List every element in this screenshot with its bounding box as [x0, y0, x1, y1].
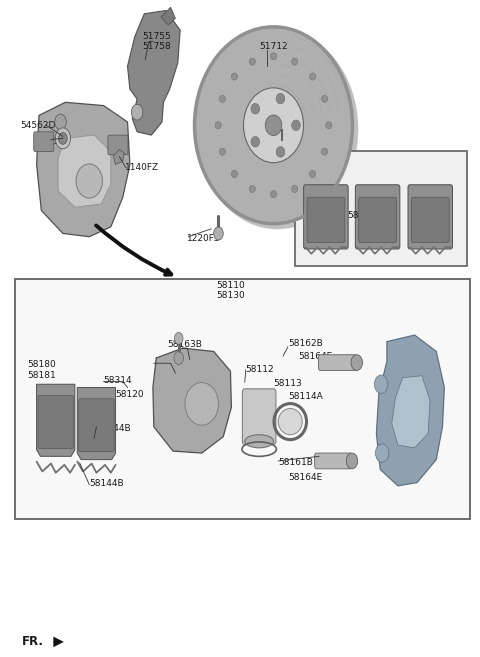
- FancyBboxPatch shape: [38, 396, 73, 449]
- Text: 58114A: 58114A: [288, 392, 323, 401]
- Ellipse shape: [231, 170, 238, 177]
- Ellipse shape: [243, 88, 303, 163]
- Circle shape: [174, 332, 183, 344]
- Text: 58125: 58125: [154, 357, 182, 366]
- FancyBboxPatch shape: [34, 132, 54, 152]
- Ellipse shape: [245, 435, 274, 448]
- Polygon shape: [376, 335, 444, 486]
- Text: 58112: 58112: [245, 365, 274, 374]
- Text: 58120: 58120: [116, 390, 144, 399]
- FancyBboxPatch shape: [319, 355, 357, 371]
- Circle shape: [375, 444, 389, 463]
- Ellipse shape: [194, 27, 352, 223]
- FancyBboxPatch shape: [307, 197, 345, 242]
- Ellipse shape: [249, 58, 255, 65]
- Polygon shape: [153, 348, 231, 453]
- Ellipse shape: [231, 73, 238, 80]
- Text: 58163B: 58163B: [168, 340, 203, 349]
- Ellipse shape: [251, 137, 260, 147]
- FancyBboxPatch shape: [411, 197, 449, 242]
- FancyBboxPatch shape: [355, 185, 400, 249]
- Text: 1140FZ: 1140FZ: [125, 164, 159, 172]
- Text: 58144B: 58144B: [89, 480, 124, 488]
- Text: 58101B: 58101B: [347, 212, 382, 220]
- FancyBboxPatch shape: [408, 185, 453, 249]
- Text: 51712: 51712: [259, 42, 288, 51]
- Ellipse shape: [291, 58, 298, 65]
- Text: 58162B: 58162B: [288, 339, 323, 348]
- Ellipse shape: [276, 93, 285, 104]
- Circle shape: [346, 453, 358, 469]
- Text: 58161B: 58161B: [278, 459, 313, 467]
- Ellipse shape: [196, 29, 358, 229]
- Ellipse shape: [270, 53, 276, 60]
- Polygon shape: [36, 384, 75, 457]
- Ellipse shape: [219, 95, 226, 102]
- Circle shape: [174, 351, 183, 365]
- Ellipse shape: [310, 73, 316, 80]
- Text: 1351JD: 1351JD: [36, 137, 69, 146]
- FancyBboxPatch shape: [79, 399, 114, 452]
- Ellipse shape: [76, 164, 102, 198]
- FancyBboxPatch shape: [304, 185, 348, 249]
- Text: 58180
58181: 58180 58181: [27, 360, 56, 380]
- Text: 1220FS: 1220FS: [187, 234, 221, 243]
- Polygon shape: [392, 376, 430, 448]
- Ellipse shape: [215, 122, 221, 129]
- Circle shape: [214, 227, 223, 240]
- Circle shape: [55, 128, 71, 149]
- FancyBboxPatch shape: [359, 197, 396, 242]
- Ellipse shape: [276, 147, 285, 157]
- Text: 58314: 58314: [104, 376, 132, 385]
- Circle shape: [374, 375, 388, 394]
- Ellipse shape: [322, 148, 328, 155]
- Ellipse shape: [278, 409, 302, 435]
- Ellipse shape: [249, 185, 255, 193]
- Circle shape: [132, 104, 143, 120]
- Text: 58113: 58113: [274, 379, 302, 388]
- Bar: [15, 279, 470, 518]
- Text: 58110
58130: 58110 58130: [216, 281, 245, 300]
- Polygon shape: [58, 135, 111, 207]
- Text: 54562D: 54562D: [20, 121, 55, 130]
- Polygon shape: [161, 7, 175, 25]
- Ellipse shape: [310, 170, 316, 177]
- Ellipse shape: [270, 191, 276, 198]
- Ellipse shape: [291, 185, 298, 193]
- Ellipse shape: [322, 95, 328, 102]
- Polygon shape: [77, 388, 116, 460]
- Text: 58164E: 58164E: [288, 474, 322, 482]
- Circle shape: [59, 133, 67, 145]
- Circle shape: [351, 355, 362, 371]
- FancyBboxPatch shape: [315, 453, 352, 469]
- Text: 58164E: 58164E: [299, 352, 333, 361]
- Text: 51755
51758: 51755 51758: [142, 32, 170, 51]
- Ellipse shape: [292, 120, 300, 131]
- FancyBboxPatch shape: [242, 389, 276, 445]
- Ellipse shape: [219, 148, 226, 155]
- FancyBboxPatch shape: [108, 135, 128, 155]
- Circle shape: [55, 114, 66, 130]
- Text: FR.: FR.: [22, 635, 44, 648]
- Ellipse shape: [251, 104, 260, 114]
- Text: 58144B: 58144B: [96, 424, 131, 433]
- Polygon shape: [113, 150, 124, 165]
- Polygon shape: [53, 637, 64, 647]
- Bar: [295, 151, 468, 265]
- Polygon shape: [128, 11, 180, 135]
- Ellipse shape: [265, 115, 282, 135]
- Ellipse shape: [185, 382, 218, 425]
- Ellipse shape: [325, 122, 332, 129]
- Polygon shape: [36, 102, 130, 237]
